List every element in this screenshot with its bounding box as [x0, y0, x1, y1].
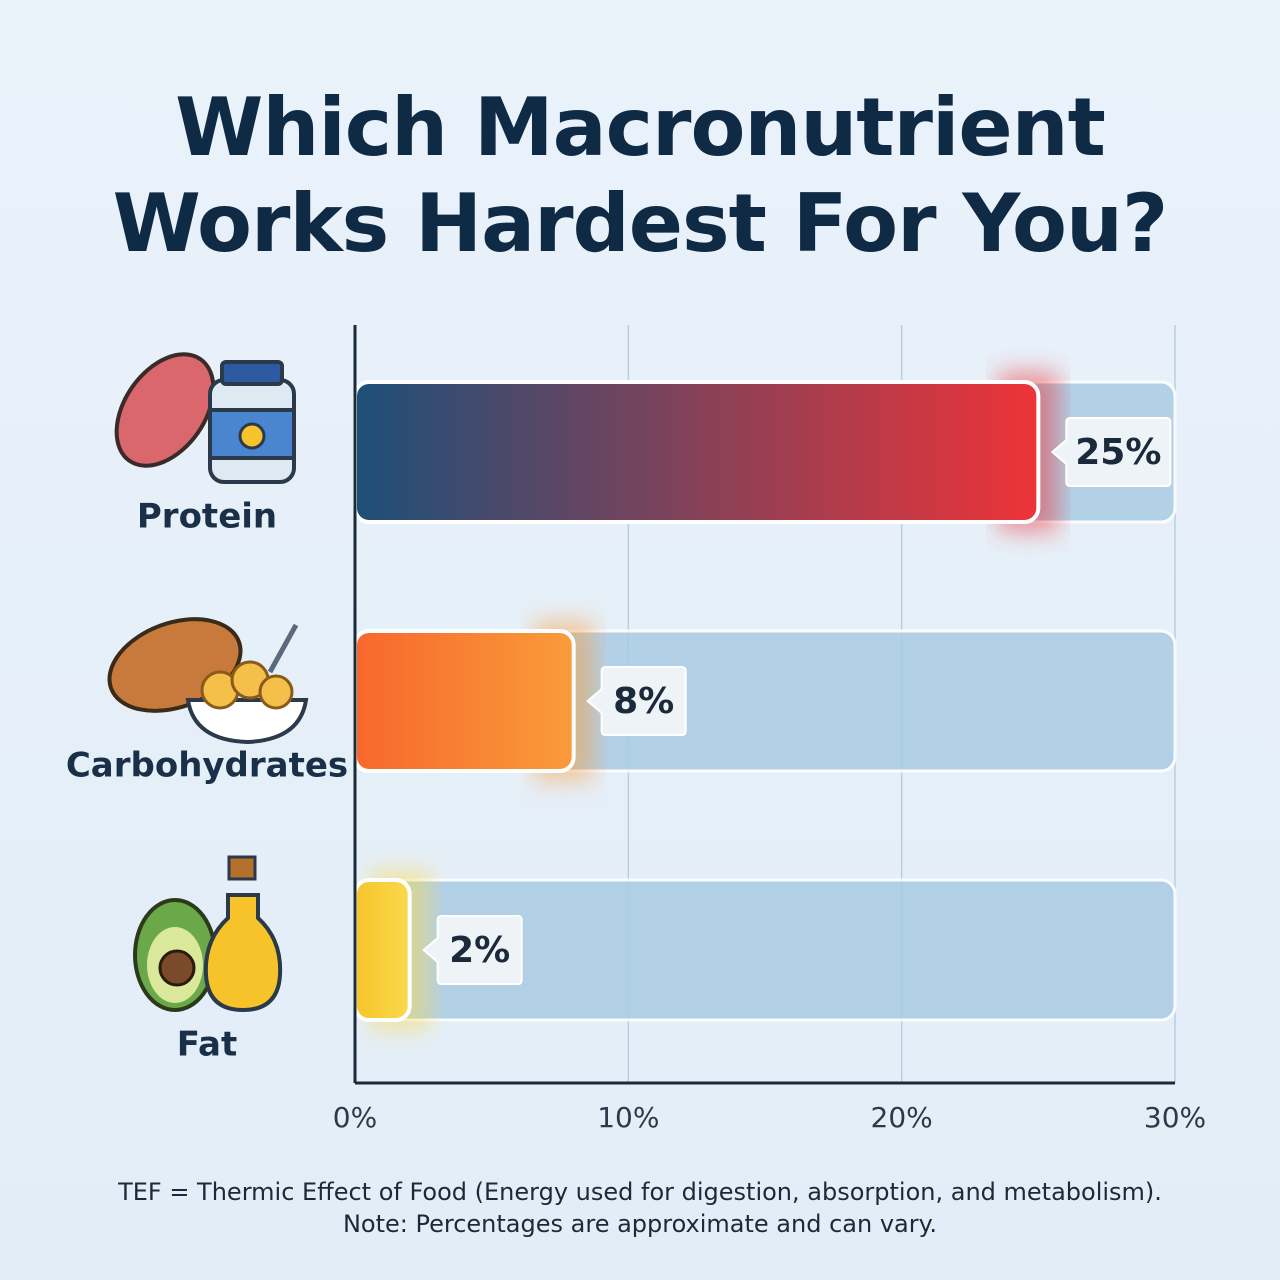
x-tick-label: 30% [1144, 1101, 1206, 1134]
note: TEF = Thermic Effect of Food (Energy use… [118, 1178, 1162, 1206]
note: Note: Percentages are approximate and ca… [342, 1210, 938, 1238]
value-label: 25% [1075, 432, 1161, 473]
x-tick-label: 10% [597, 1101, 659, 1134]
bar [353, 878, 412, 1022]
notes: TEF = Thermic Effect of Food (Energy use… [0, 1176, 1280, 1240]
category-label: Carbohydrates [66, 746, 348, 786]
bar [353, 629, 576, 773]
x-tick-label: 20% [871, 1101, 933, 1134]
category-label: Protein [137, 497, 277, 537]
carbs-icon [107, 617, 309, 745]
chart-title: Which Macronutrient Works Hardest For Yo… [112, 81, 1169, 270]
x-tick-label: 0% [333, 1101, 377, 1134]
value-callout [422, 915, 523, 985]
value-callout [586, 666, 687, 736]
fat-icon [133, 855, 283, 1013]
value-label: 8% [613, 681, 674, 722]
category-label: Fat [177, 1025, 237, 1065]
bar [353, 380, 1041, 524]
value-label: 2% [449, 930, 510, 971]
value-callout [1050, 417, 1172, 487]
protein-icon [114, 352, 296, 484]
